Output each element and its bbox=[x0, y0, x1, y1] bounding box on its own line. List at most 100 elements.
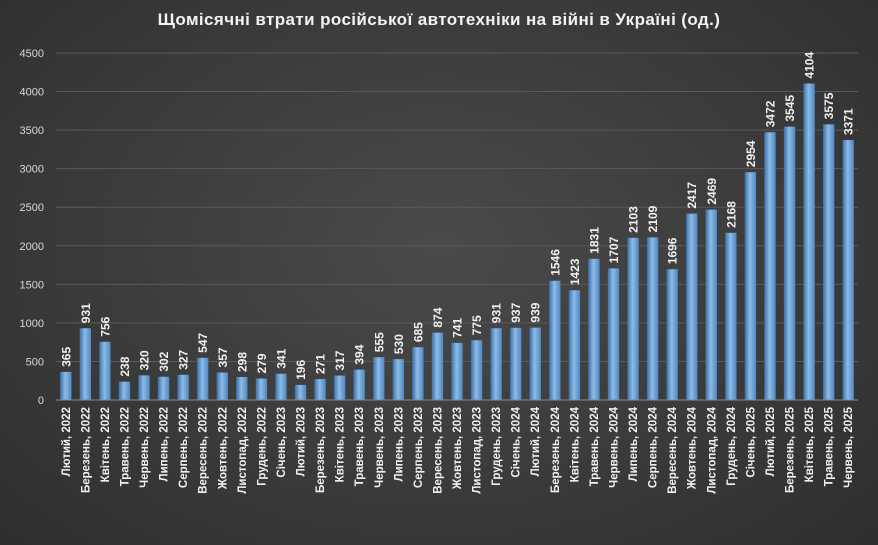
bar bbox=[666, 269, 678, 400]
data-label: 2168 bbox=[724, 201, 738, 228]
bar bbox=[588, 258, 600, 400]
bar bbox=[490, 328, 502, 400]
bar bbox=[294, 384, 307, 400]
x-tick-label: Квітень, 2025 bbox=[804, 406, 816, 482]
x-tick-label: Травень, 2024 bbox=[589, 406, 601, 486]
data-label: 3575 bbox=[822, 92, 836, 119]
bar bbox=[275, 373, 287, 400]
x-tick-label: Жовтень, 2022 bbox=[217, 407, 229, 490]
data-label: 341 bbox=[274, 348, 288, 368]
data-label: 2109 bbox=[646, 205, 660, 232]
bar bbox=[431, 332, 444, 400]
data-label: 3371 bbox=[842, 108, 856, 135]
x-tick-label: Серпень, 2022 bbox=[178, 407, 190, 488]
data-label: 2954 bbox=[744, 140, 758, 167]
y-tick-label: 3500 bbox=[20, 125, 44, 137]
bar bbox=[138, 375, 150, 400]
x-tick-label: Серпень, 2023 bbox=[413, 407, 425, 488]
x-tick-label: Червень, 2024 bbox=[608, 406, 620, 487]
x-tick-label: Березень, 2024 bbox=[550, 406, 562, 493]
bar bbox=[177, 374, 189, 400]
x-tick-label: Вересень, 2022 bbox=[198, 407, 210, 494]
x-tick-label: Листопад, 2022 bbox=[237, 407, 249, 494]
y-tick-label: 500 bbox=[26, 356, 44, 368]
data-label: 530 bbox=[392, 334, 406, 354]
data-label: 1707 bbox=[607, 236, 621, 263]
x-tick-label: Січень, 2024 bbox=[511, 406, 523, 477]
data-label: 320 bbox=[138, 350, 152, 370]
x-tick-label: Січень, 2023 bbox=[276, 407, 288, 478]
data-label: 302 bbox=[157, 351, 171, 371]
bar bbox=[510, 327, 522, 400]
bar bbox=[764, 132, 776, 401]
x-tick-label: Грудень, 2023 bbox=[491, 407, 503, 486]
data-label: 3472 bbox=[763, 100, 777, 127]
y-axis-ticks: 0 500 1000 1500 2000 2500 3000 3500 4000 4500 bbox=[20, 48, 44, 407]
data-label: 931 bbox=[490, 303, 504, 323]
x-axis-labels: Лютий, 2022 Березень, 2022 Квітень, 2022 Тр… bbox=[61, 406, 855, 493]
x-tick-label: Серпень, 2024 bbox=[648, 406, 660, 488]
x-tick-label: Липень, 2022 bbox=[159, 407, 171, 481]
data-label: 394 bbox=[353, 344, 367, 364]
x-tick-label: Вересень, 2024 bbox=[667, 406, 679, 493]
bar bbox=[314, 379, 326, 400]
bar bbox=[255, 378, 268, 400]
bar bbox=[783, 126, 796, 400]
data-label: 1831 bbox=[587, 227, 601, 254]
y-tick-label: 0 bbox=[38, 395, 44, 407]
data-label: 357 bbox=[216, 347, 230, 367]
data-label: 756 bbox=[98, 316, 112, 336]
bar bbox=[118, 381, 131, 400]
bar bbox=[686, 213, 698, 400]
bar bbox=[412, 347, 424, 400]
data-label: 196 bbox=[294, 360, 308, 380]
x-tick-label: Липень, 2024 bbox=[628, 406, 640, 481]
data-label: 271 bbox=[314, 354, 328, 374]
data-label: 1423 bbox=[568, 258, 582, 285]
bar bbox=[705, 209, 717, 400]
data-label: 327 bbox=[177, 349, 191, 369]
x-tick-label: Лютий, 2025 bbox=[765, 406, 777, 476]
y-tick-label: 1000 bbox=[20, 318, 44, 330]
data-label: 238 bbox=[118, 356, 132, 376]
data-label: 4104 bbox=[803, 52, 817, 79]
bar bbox=[60, 371, 72, 400]
x-tick-label: Березень, 2022 bbox=[80, 407, 92, 493]
chart-title: Щомісячні втрати російської автотехніки … bbox=[157, 10, 721, 29]
bars bbox=[60, 83, 854, 401]
bar bbox=[392, 359, 404, 400]
data-label: 685 bbox=[411, 322, 425, 342]
bar bbox=[216, 372, 228, 400]
y-tick-label: 1500 bbox=[20, 279, 44, 291]
bar bbox=[236, 377, 248, 400]
data-label: 2103 bbox=[627, 206, 641, 233]
bar bbox=[744, 172, 757, 400]
data-label: 3545 bbox=[783, 95, 797, 122]
x-tick-label: Червень, 2023 bbox=[374, 407, 386, 488]
x-tick-label: Листопад, 2024 bbox=[706, 406, 718, 493]
x-tick-label: Червень, 2025 bbox=[843, 406, 855, 487]
x-tick-label: Лютий, 2022 bbox=[61, 407, 73, 476]
bar bbox=[842, 140, 854, 400]
y-tick-label: 4500 bbox=[20, 48, 44, 60]
x-tick-label: Листопад, 2023 bbox=[472, 407, 484, 494]
data-label: 939 bbox=[529, 302, 543, 322]
data-label: 555 bbox=[372, 332, 386, 352]
x-tick-label: Грудень, 2024 bbox=[726, 406, 738, 485]
x-tick-label: Липень, 2023 bbox=[393, 407, 405, 481]
data-label: 279 bbox=[255, 353, 269, 373]
x-tick-label: Травень, 2025 bbox=[824, 406, 836, 486]
bar bbox=[470, 340, 483, 400]
bar bbox=[725, 232, 737, 400]
data-label: 2417 bbox=[685, 182, 699, 209]
bar bbox=[79, 328, 92, 400]
bar bbox=[157, 376, 170, 400]
data-label: 874 bbox=[431, 307, 445, 327]
y-tick-label: 3000 bbox=[20, 164, 44, 176]
x-tick-label: Грудень, 2022 bbox=[256, 407, 268, 486]
data-labels: 365 931 756 238 320 302 327 547 357 298 279 341 196 2… bbox=[59, 52, 855, 380]
data-label: 1546 bbox=[548, 249, 562, 276]
bar bbox=[822, 124, 835, 401]
x-tick-label: Травень, 2022 bbox=[119, 407, 131, 486]
